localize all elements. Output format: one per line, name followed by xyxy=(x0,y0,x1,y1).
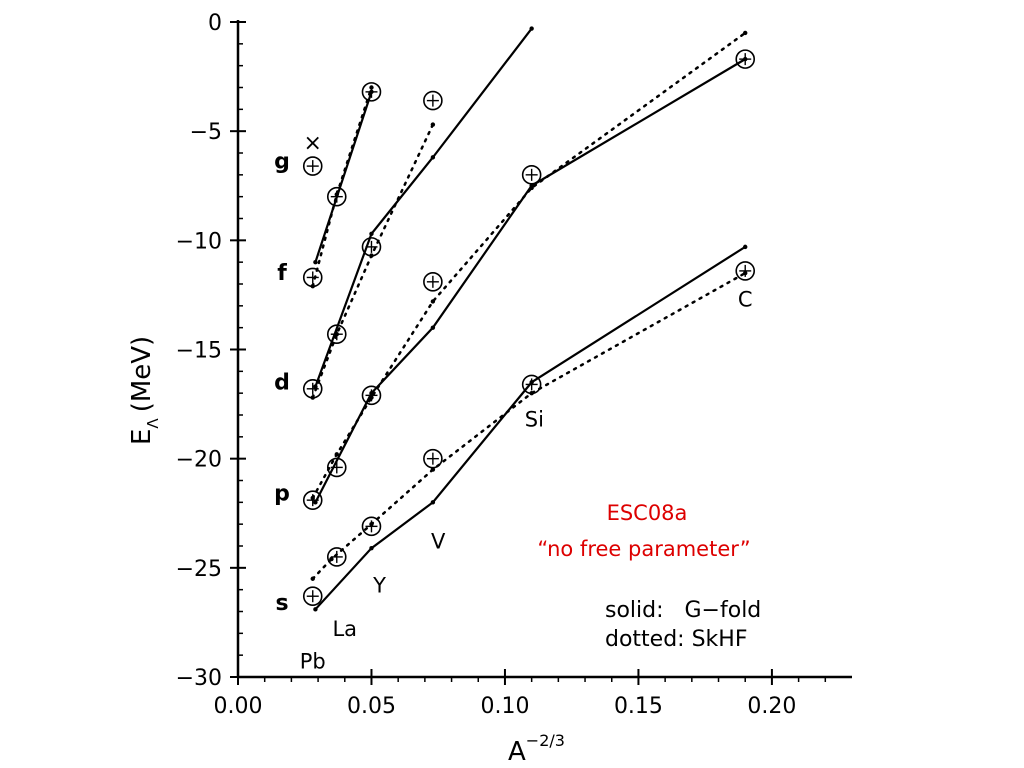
d-solid-line xyxy=(314,27,533,387)
data-point-marker xyxy=(735,261,756,281)
data-point-marker xyxy=(423,272,443,292)
x-axis-superscript: −2/3 xyxy=(526,731,565,750)
x-tick-label: 0.15 xyxy=(614,694,663,719)
x-tick-label: 0.05 xyxy=(347,694,396,719)
model-note-annotation: “no free parameter” xyxy=(537,537,750,561)
legend-solid: solid: G−fold xyxy=(605,598,761,623)
data-point-marker xyxy=(423,448,443,469)
p-solid-vertex xyxy=(430,325,436,330)
y-tick-label: −25 xyxy=(176,557,222,582)
data-point-marker xyxy=(302,267,323,288)
y-axis-subscript: Λ xyxy=(144,418,162,429)
y-tick-label: −20 xyxy=(176,448,222,473)
y-tick-label: −30 xyxy=(176,666,222,691)
x-tick-label: 0.20 xyxy=(747,694,796,719)
p-solid-vertex xyxy=(313,500,318,505)
data-point-marker xyxy=(326,457,347,478)
nucleus-label-V: V xyxy=(431,530,446,554)
x-tick-label: 0.00 xyxy=(214,694,263,719)
p-dotted-vertex xyxy=(529,185,534,191)
data-point-marker xyxy=(361,516,382,537)
d-solid-vertex xyxy=(430,155,436,160)
ticks: 0 −5 −10 −15 −20 −25 −30 0.00 0.05 0.10 0.15 0.20 xyxy=(176,11,827,719)
data-point-marker xyxy=(326,547,347,567)
data-point-marker xyxy=(302,490,323,510)
nucleus-label-Pb: Pb xyxy=(300,650,326,674)
cross-marker: × xyxy=(304,131,322,156)
experimental-points: × xyxy=(302,49,756,607)
s-solid-vertex xyxy=(313,607,318,612)
x-axis-symbol: A xyxy=(508,737,526,767)
legend-dotted: dotted: SkHF xyxy=(605,627,747,652)
data-point-marker xyxy=(361,385,382,406)
s-solid-vertex xyxy=(430,500,436,505)
wave-label-p: p xyxy=(274,482,290,507)
data-point-marker xyxy=(361,82,382,102)
p-dotted-line xyxy=(311,31,747,500)
s-solid-vertex xyxy=(743,244,748,250)
s-dotted-vertex xyxy=(329,556,334,562)
wave-label-g: g xyxy=(274,150,290,175)
p-dotted-vertex xyxy=(430,299,436,304)
wave-label-s: s xyxy=(275,591,288,616)
y-tick-label: −10 xyxy=(176,229,222,254)
y-axis-symbol: E xyxy=(127,429,157,445)
model-name-annotation: ESC08a xyxy=(607,501,688,525)
d-solid-vertex xyxy=(529,26,534,31)
data-point-marker xyxy=(302,378,323,399)
y-tick-label: −15 xyxy=(176,339,222,364)
nucleus-label-La: La xyxy=(332,617,357,641)
data-point-marker xyxy=(326,186,347,207)
data-point-marker xyxy=(521,165,542,185)
data-point-marker xyxy=(735,49,756,69)
d-dotted-vertex xyxy=(430,122,436,127)
data-point-marker xyxy=(302,156,323,176)
p-dotted-vertex xyxy=(743,30,748,36)
s-dotted-line xyxy=(311,271,747,580)
s-dotted-vertex xyxy=(430,467,436,472)
d-dotted-line xyxy=(311,123,435,399)
p-dotted-vertex xyxy=(334,452,339,457)
f-solid-vertex xyxy=(313,259,318,265)
s-dotted-vertex xyxy=(310,576,315,581)
data-point-marker xyxy=(521,374,542,395)
wave-label-d: d xyxy=(274,370,290,395)
nucleus-label-Y: Y xyxy=(372,573,386,597)
nucleus-label-C: C xyxy=(738,287,753,311)
data-point-marker xyxy=(326,324,347,345)
x-axis-label: A−2/3 xyxy=(508,731,565,767)
s-solid-vertex xyxy=(369,545,374,551)
x-tick-label: 0.10 xyxy=(480,694,529,719)
y-axis-label: EΛ (MeV) xyxy=(127,336,162,445)
data-point-marker xyxy=(302,586,323,607)
y-tick-label: −5 xyxy=(190,120,222,145)
data-point-marker xyxy=(423,90,443,111)
p-solid-line xyxy=(314,58,746,503)
wave-label-f: f xyxy=(277,261,287,286)
nucleus-label-Si: Si xyxy=(525,407,544,431)
data-point-marker xyxy=(361,237,382,257)
d-solid-vertex xyxy=(369,231,374,236)
y-tick-label: 0 xyxy=(208,11,222,36)
y-axis-unit: (MeV) xyxy=(127,336,157,413)
